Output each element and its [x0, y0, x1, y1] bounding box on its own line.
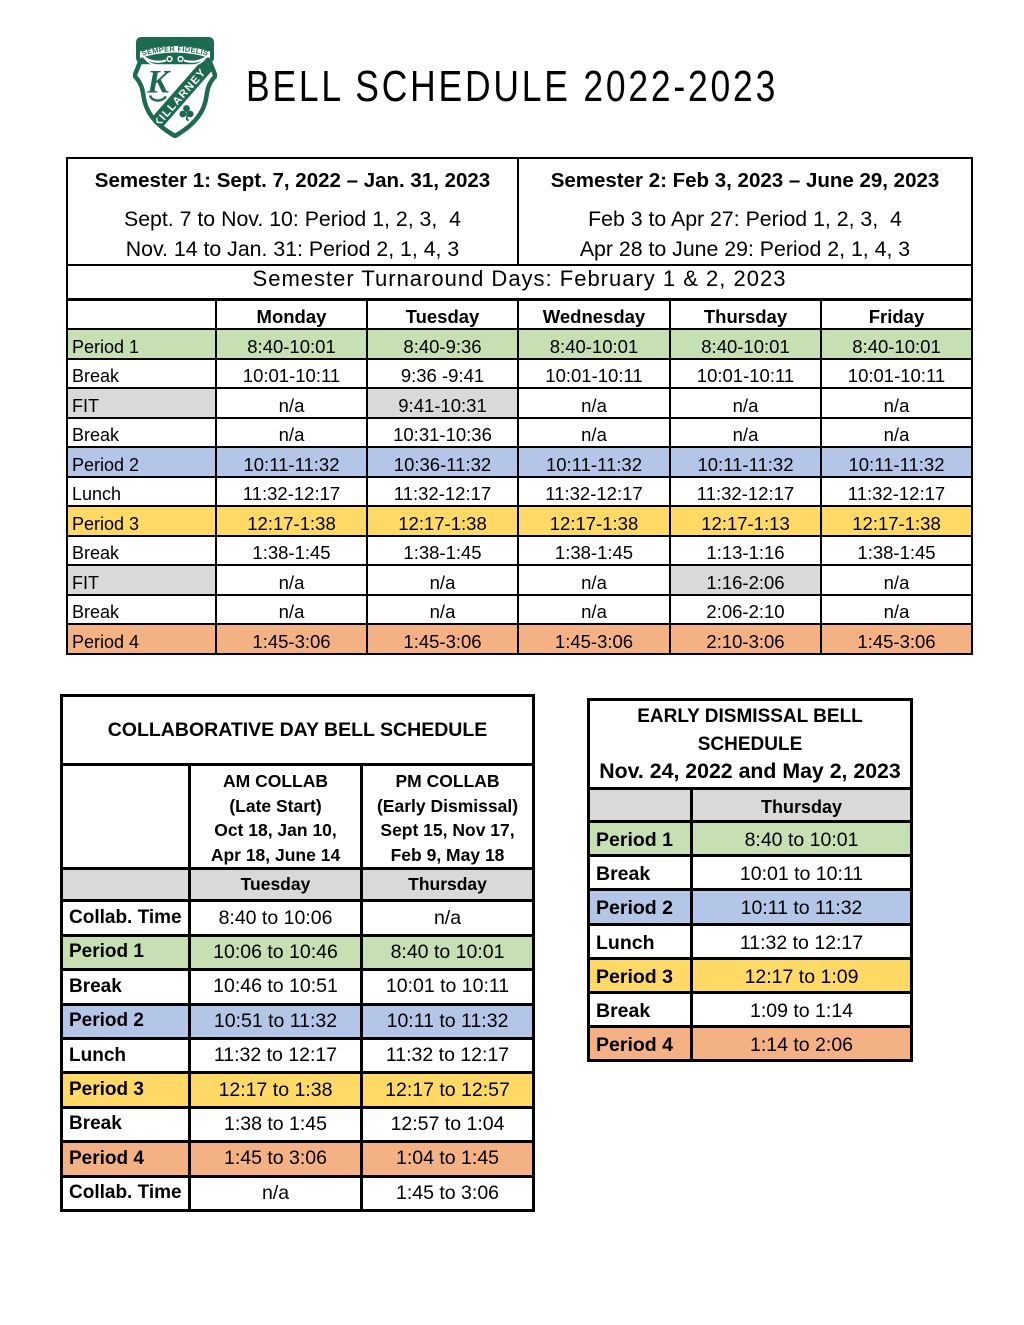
svg-text:K: K [146, 65, 171, 101]
svg-text:SEMPER FIDELIS: SEMPER FIDELIS [141, 44, 210, 58]
